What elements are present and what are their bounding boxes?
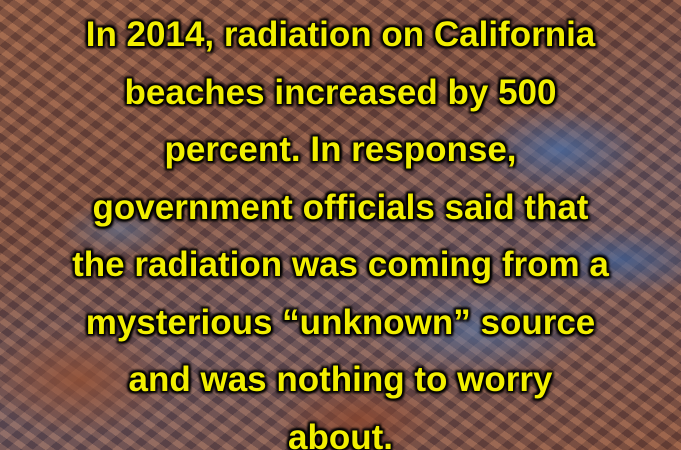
caption-line: and was nothing to worry (0, 351, 681, 409)
caption-line: the radiation was coming from a (0, 236, 681, 294)
meme-image: In 2014, radiation on Californiabeaches … (0, 0, 681, 450)
caption-line: mysterious “unknown” source (0, 294, 681, 352)
caption-line: percent. In response, (0, 121, 681, 179)
caption-line: government officials said that (0, 179, 681, 237)
caption-line: beaches increased by 500 (0, 64, 681, 122)
caption-line: In 2014, radiation on California (0, 6, 681, 64)
caption-line: about. (0, 409, 681, 450)
